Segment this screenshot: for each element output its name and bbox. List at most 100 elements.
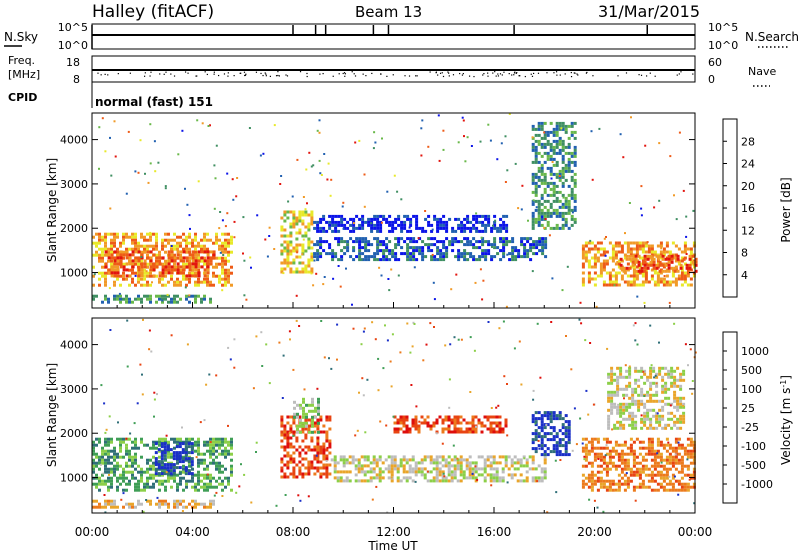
data-cell [694, 351, 697, 354]
data-cell [620, 470, 624, 474]
data-cell [549, 121, 553, 125]
data-cell [668, 458, 672, 462]
data-cell [125, 446, 128, 450]
data-cell [608, 256, 612, 260]
data-cell [187, 442, 191, 446]
data-cell [406, 229, 410, 233]
data-cell [345, 267, 347, 270]
data-cell [534, 181, 538, 185]
data-cell [340, 249, 344, 253]
data-cell [655, 390, 659, 394]
data-cell [531, 432, 535, 436]
data-cell [483, 467, 487, 471]
data-cell [328, 214, 332, 218]
data-cell [212, 461, 215, 465]
data-cell [145, 270, 148, 273]
data-cell [611, 455, 615, 459]
data-cell [555, 441, 559, 445]
data-cell [596, 464, 600, 468]
data-cell [328, 252, 332, 256]
data-cell [632, 271, 636, 275]
data-cell [596, 488, 600, 492]
data-cell [360, 467, 364, 471]
data-cell [635, 437, 639, 441]
data-cell [495, 415, 499, 419]
data-cell [462, 458, 466, 462]
data-cell [646, 411, 650, 415]
data-cell [658, 369, 662, 373]
data-cell [152, 440, 155, 444]
data-cell [546, 411, 550, 415]
data-cell [537, 426, 541, 430]
data-cell [692, 452, 696, 456]
data-cell [125, 192, 128, 195]
data-cell [390, 268, 393, 271]
data-cell [304, 225, 308, 229]
data-cell [459, 473, 463, 477]
data-cell [665, 482, 669, 486]
data-cell [617, 244, 621, 248]
data-cell [517, 255, 521, 259]
data-cell [107, 256, 111, 260]
data-cell [661, 387, 665, 391]
data-cell [122, 232, 125, 236]
data-cell [661, 408, 665, 412]
data-cell [206, 280, 209, 284]
data-cell [98, 455, 101, 459]
data-cell [158, 294, 161, 298]
data-cell [304, 466, 308, 470]
data-cell [435, 479, 439, 483]
data-cell [581, 265, 585, 269]
data-cell [605, 259, 609, 263]
data-cell [382, 255, 386, 259]
data-cell [599, 485, 603, 489]
data-cell [153, 415, 155, 418]
data-cell [302, 415, 305, 419]
data-cell [322, 466, 326, 470]
data-cell [188, 479, 191, 483]
data-cell [110, 259, 113, 263]
data-cell [188, 437, 191, 441]
data-cell [623, 452, 627, 456]
data-cell [373, 226, 377, 230]
nsearch-tick-bottom: 10^0 [708, 39, 738, 52]
data-cell [656, 455, 660, 459]
data-cell [465, 467, 469, 471]
data-cell [620, 259, 624, 263]
data-cell [441, 476, 445, 480]
data-cell [537, 178, 541, 182]
data-cell [178, 451, 182, 455]
data-cell [427, 220, 431, 224]
data-cell [628, 381, 632, 385]
data-cell [110, 440, 113, 444]
data-cell [584, 256, 588, 260]
data-cell [555, 444, 559, 448]
data-cell [176, 253, 180, 257]
data-cell [221, 271, 224, 275]
nave-point [213, 71, 215, 73]
data-cell [289, 442, 293, 446]
data-cell [411, 345, 414, 348]
data-cell [680, 250, 684, 254]
data-cell [209, 238, 212, 242]
data-cell [221, 219, 224, 222]
data-cell [647, 280, 651, 284]
data-cell [460, 252, 464, 256]
data-cell [573, 178, 577, 182]
data-cell [131, 464, 134, 468]
nave-point [513, 72, 516, 74]
data-cell [203, 461, 206, 465]
data-cell [134, 485, 137, 489]
data-cell [679, 405, 683, 409]
data-cell [632, 268, 636, 272]
data-cell [444, 458, 448, 462]
data-cell [349, 255, 353, 259]
data-cell [664, 384, 668, 388]
data-cell [448, 240, 452, 244]
data-cell [634, 390, 638, 394]
data-cell [619, 266, 623, 270]
data-cell [311, 424, 314, 428]
data-cell [98, 476, 101, 480]
data-cell [638, 452, 642, 456]
data-cell [367, 255, 371, 259]
